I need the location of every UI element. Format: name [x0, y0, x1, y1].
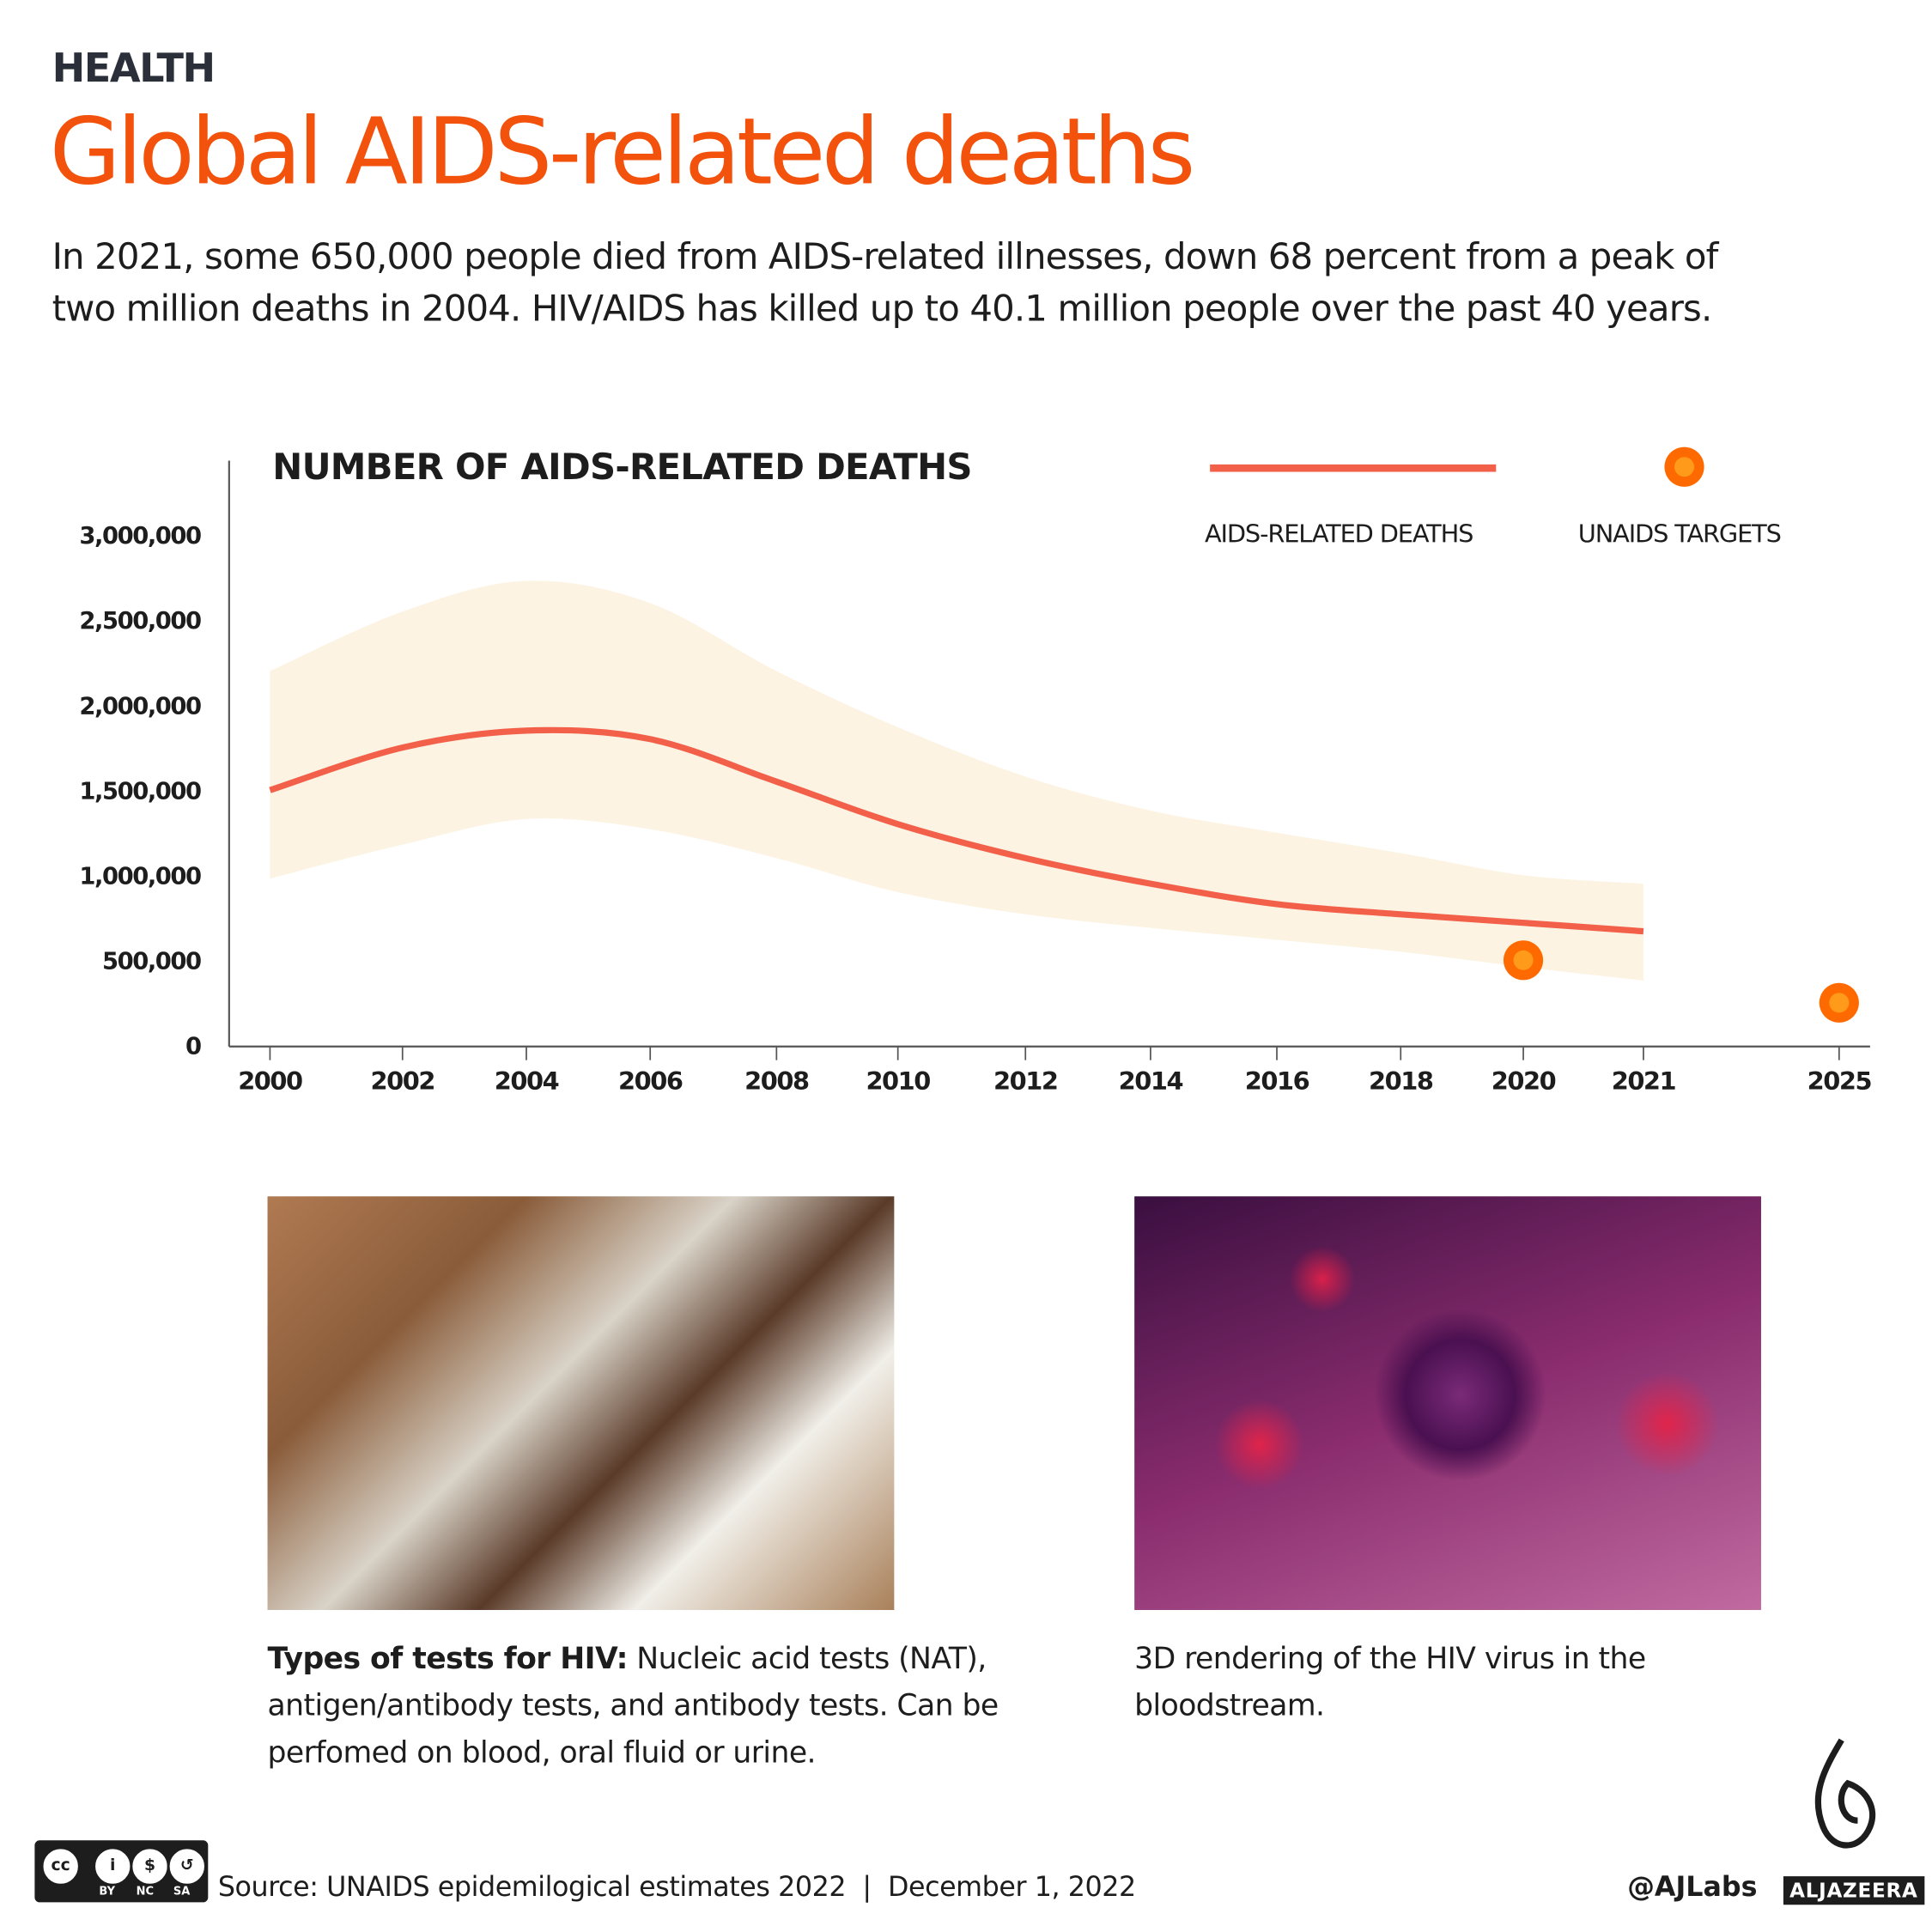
x-tick-label: 2008 — [744, 1066, 809, 1096]
x-tick-label: 2004 — [495, 1066, 559, 1096]
page-title: Global AIDS-related deaths — [49, 99, 1196, 206]
y-tick-label: 3,000,000 — [79, 523, 201, 550]
y-tick-label: 1,500,000 — [79, 778, 201, 805]
deaths-chart: 0 500,000 1,000,000 1,500,000 2,000,000 2,500… — [79, 446, 1872, 1096]
by-icon: i — [93, 1846, 133, 1886]
hiv-test-photo — [267, 1196, 895, 1611]
source-note: Source: UNAIDS epidemilogical estimates … — [217, 1872, 1136, 1904]
aljazeera-logo-mark — [1814, 1738, 1876, 1849]
nc-icon: $ — [130, 1846, 170, 1886]
ajlabs-handle: @AJLabs — [1627, 1872, 1758, 1904]
x-tick-label: 2010 — [866, 1066, 930, 1096]
chart-title: NUMBER OF AIDS-RELATED DEATHS — [272, 446, 971, 488]
photo1-caption: Types of tests for HIV: Nucleic acid tes… — [268, 1635, 1036, 1776]
target-point-inner — [1829, 993, 1850, 1013]
deaths-line — [269, 726, 1644, 935]
y-tick-label: 500,000 — [102, 948, 201, 975]
kicker: HEALTH — [52, 44, 216, 92]
x-tick-label: 2002 — [371, 1066, 434, 1096]
cc-icon: cc — [40, 1846, 81, 1886]
x-tick-label: 2016 — [1245, 1066, 1309, 1096]
intro-text: In 2021, some 650,000 people died from A… — [52, 235, 1719, 330]
caption-bold: Types of tests for HIV: — [267, 1641, 629, 1676]
legend-target-swatch-inner — [1674, 457, 1695, 477]
hiv-virus-rendering — [1134, 1196, 1761, 1611]
x-tick-label: 2014 — [1119, 1066, 1183, 1096]
aljazeera-wordmark: ALJAZEERA — [1783, 1876, 1924, 1905]
sa-label: SA — [173, 1886, 191, 1899]
caption-text: Nucleic acid tests (NAT), antigen/antibo… — [267, 1641, 999, 1771]
y-tick-label: 1,000,000 — [79, 863, 201, 890]
x-tick-label: 2018 — [1369, 1066, 1433, 1096]
x-tick-label: 2006 — [618, 1066, 683, 1096]
y-tick-label: 2,000,000 — [79, 693, 201, 720]
x-tick-label: 2000 — [238, 1066, 302, 1096]
x-tick-label: 2021 — [1612, 1066, 1676, 1096]
uncertainty-band — [270, 580, 1643, 981]
nc-label: NC — [136, 1886, 155, 1899]
sa-icon: ↺ — [167, 1846, 207, 1886]
y-tick-label: 0 — [185, 1033, 201, 1060]
y-tick-label: 2,500,000 — [79, 608, 201, 635]
creative-commons-badge: cc i $ ↺ BY NC SA — [34, 1840, 209, 1903]
photo2-caption: 3D rendering of the HIV virus in the blo… — [1134, 1641, 1646, 1723]
legend-label-deaths: AIDS-RELATED DEATHS — [1205, 519, 1473, 549]
by-label: BY — [99, 1886, 115, 1899]
x-tick-label: 2012 — [993, 1066, 1057, 1096]
legend-label-targets: UNAIDS TARGETS — [1578, 519, 1781, 549]
x-tick-label: 2025 — [1807, 1066, 1872, 1096]
target-point-inner — [1513, 950, 1534, 970]
x-tick-label: 2020 — [1492, 1066, 1556, 1096]
